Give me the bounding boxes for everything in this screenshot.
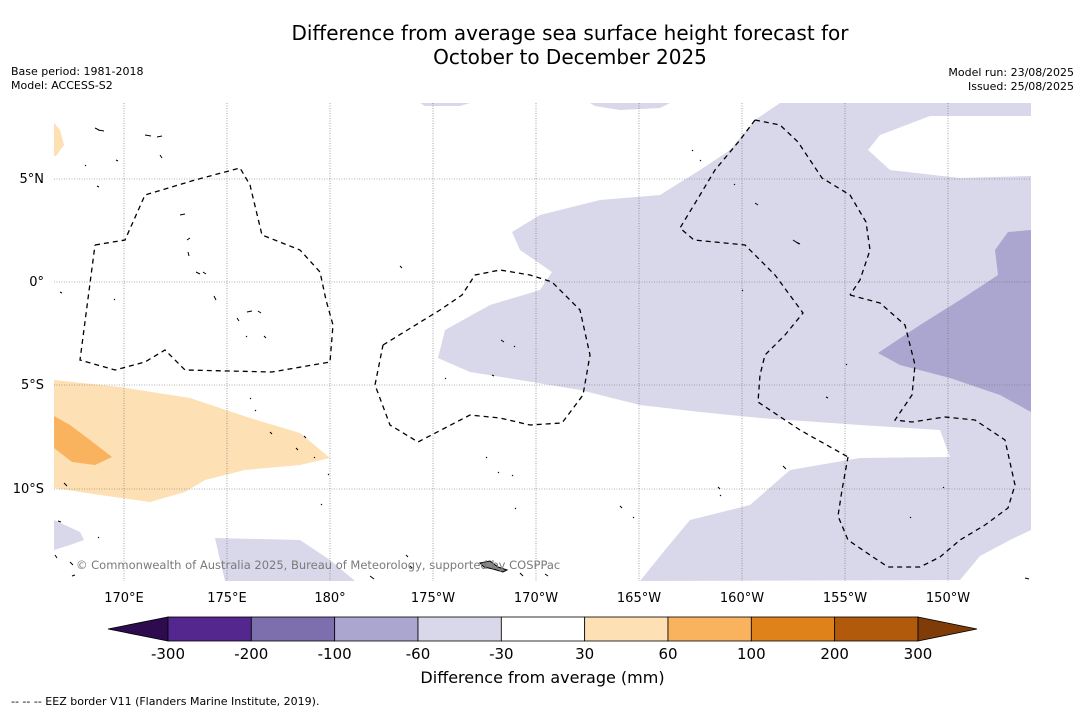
base-period: Base period: 1981-2018 <box>11 65 144 78</box>
colorbar-segment <box>334 616 419 642</box>
colorbar-segment <box>500 616 586 642</box>
anomaly-patch-top-2 <box>590 103 670 110</box>
colorbar-segment <box>250 616 336 642</box>
lon-label: 175°W <box>411 591 455 606</box>
eez-border-line-islands <box>754 119 871 296</box>
colorbar-segment <box>667 616 752 642</box>
copyright-note: © Commonwealth of Australia 2025, Bureau… <box>76 558 561 572</box>
eez-border-line-islands-west <box>679 119 849 458</box>
meta-right: Model run: 23/08/2025 Issued: 25/08/2025 <box>948 66 1074 94</box>
model-name: Model: ACCESS-S2 <box>11 79 113 92</box>
eez-border-phoenix <box>374 269 591 443</box>
anomaly-patch-orange-top <box>54 123 64 156</box>
colorbar-tick-label: 30 <box>575 645 594 663</box>
anomaly-region-mid-orange <box>54 416 112 465</box>
title-line-2: October to December 2025 <box>433 45 707 69</box>
anomaly-patch-top-1 <box>420 103 470 106</box>
colorbar-tick-label: 100 <box>737 645 766 663</box>
colorbar-label: Difference from average (mm) <box>420 668 665 687</box>
lon-label: 175°E <box>207 591 247 606</box>
lon-label: 155°W <box>823 591 867 606</box>
colorbar-segment <box>834 616 919 642</box>
lat-label: 5°S <box>21 378 44 393</box>
island-samoa <box>478 560 509 573</box>
lon-label: 170°W <box>514 591 558 606</box>
colorbar-segment <box>750 616 836 642</box>
colorbar-segment <box>167 616 252 642</box>
colorbar-tick-label: -200 <box>234 645 268 663</box>
islands <box>54 127 1030 580</box>
anomaly-region-light-purple <box>438 103 1031 581</box>
gridlines <box>54 103 1031 581</box>
colorbar-tick-label: 300 <box>904 645 933 663</box>
anomaly-patch-sw-1 <box>54 520 84 550</box>
lat-axis: 5°N 0° 5°S 10°S <box>13 172 44 497</box>
eez-border-polynesia <box>837 294 1016 568</box>
colorbar-segment <box>584 616 669 642</box>
lat-label: 10°S <box>13 482 44 497</box>
issued-date: Issued: 25/08/2025 <box>967 80 1074 93</box>
lon-label: 170°E <box>104 591 144 606</box>
model-run: Model run: 23/08/2025 <box>948 66 1074 79</box>
colorbar-tick-label: 60 <box>658 645 677 663</box>
eez-legend-note: -- -- -- EEZ border V11 (Flanders Marine… <box>11 695 320 708</box>
lon-axis: 170°E 175°E 180° 175°W 170°W 165°W 160°W… <box>104 591 970 606</box>
lat-label: 5°N <box>20 172 45 187</box>
anomaly-patch-sw-2 <box>215 538 355 581</box>
colorbar-segment <box>417 616 502 642</box>
colorbar-tick-label: -60 <box>406 645 431 663</box>
title-line-1: Difference from average sea surface heig… <box>291 21 849 45</box>
colorbar-extend-min <box>107 616 169 642</box>
colorbar-tick-label: -100 <box>318 645 352 663</box>
anomaly-region-mid-purple <box>878 230 1031 412</box>
map-area <box>54 103 1031 581</box>
lon-label: 165°W <box>617 591 661 606</box>
colorbar-extend-max <box>917 616 978 642</box>
colorbar-tick-label: 200 <box>820 645 849 663</box>
lon-label: 180° <box>314 591 345 606</box>
meta-left: Base period: 1981-2018 Model: ACCESS-S2 <box>11 65 143 93</box>
colorbar: -300 -200 -100 -60 -30 30 60 100 200 300 <box>107 616 978 663</box>
colorbar-tick-label: -300 <box>151 645 185 663</box>
lon-label: 150°W <box>926 591 970 606</box>
anomaly-region-light-orange <box>54 380 330 502</box>
lon-label: 160°W <box>720 591 764 606</box>
map-title: Difference from average sea surface heig… <box>0 21 1085 69</box>
lat-label: 0° <box>29 275 44 290</box>
eez-borders <box>79 119 1016 568</box>
colorbar-tick-label: -30 <box>489 645 514 663</box>
